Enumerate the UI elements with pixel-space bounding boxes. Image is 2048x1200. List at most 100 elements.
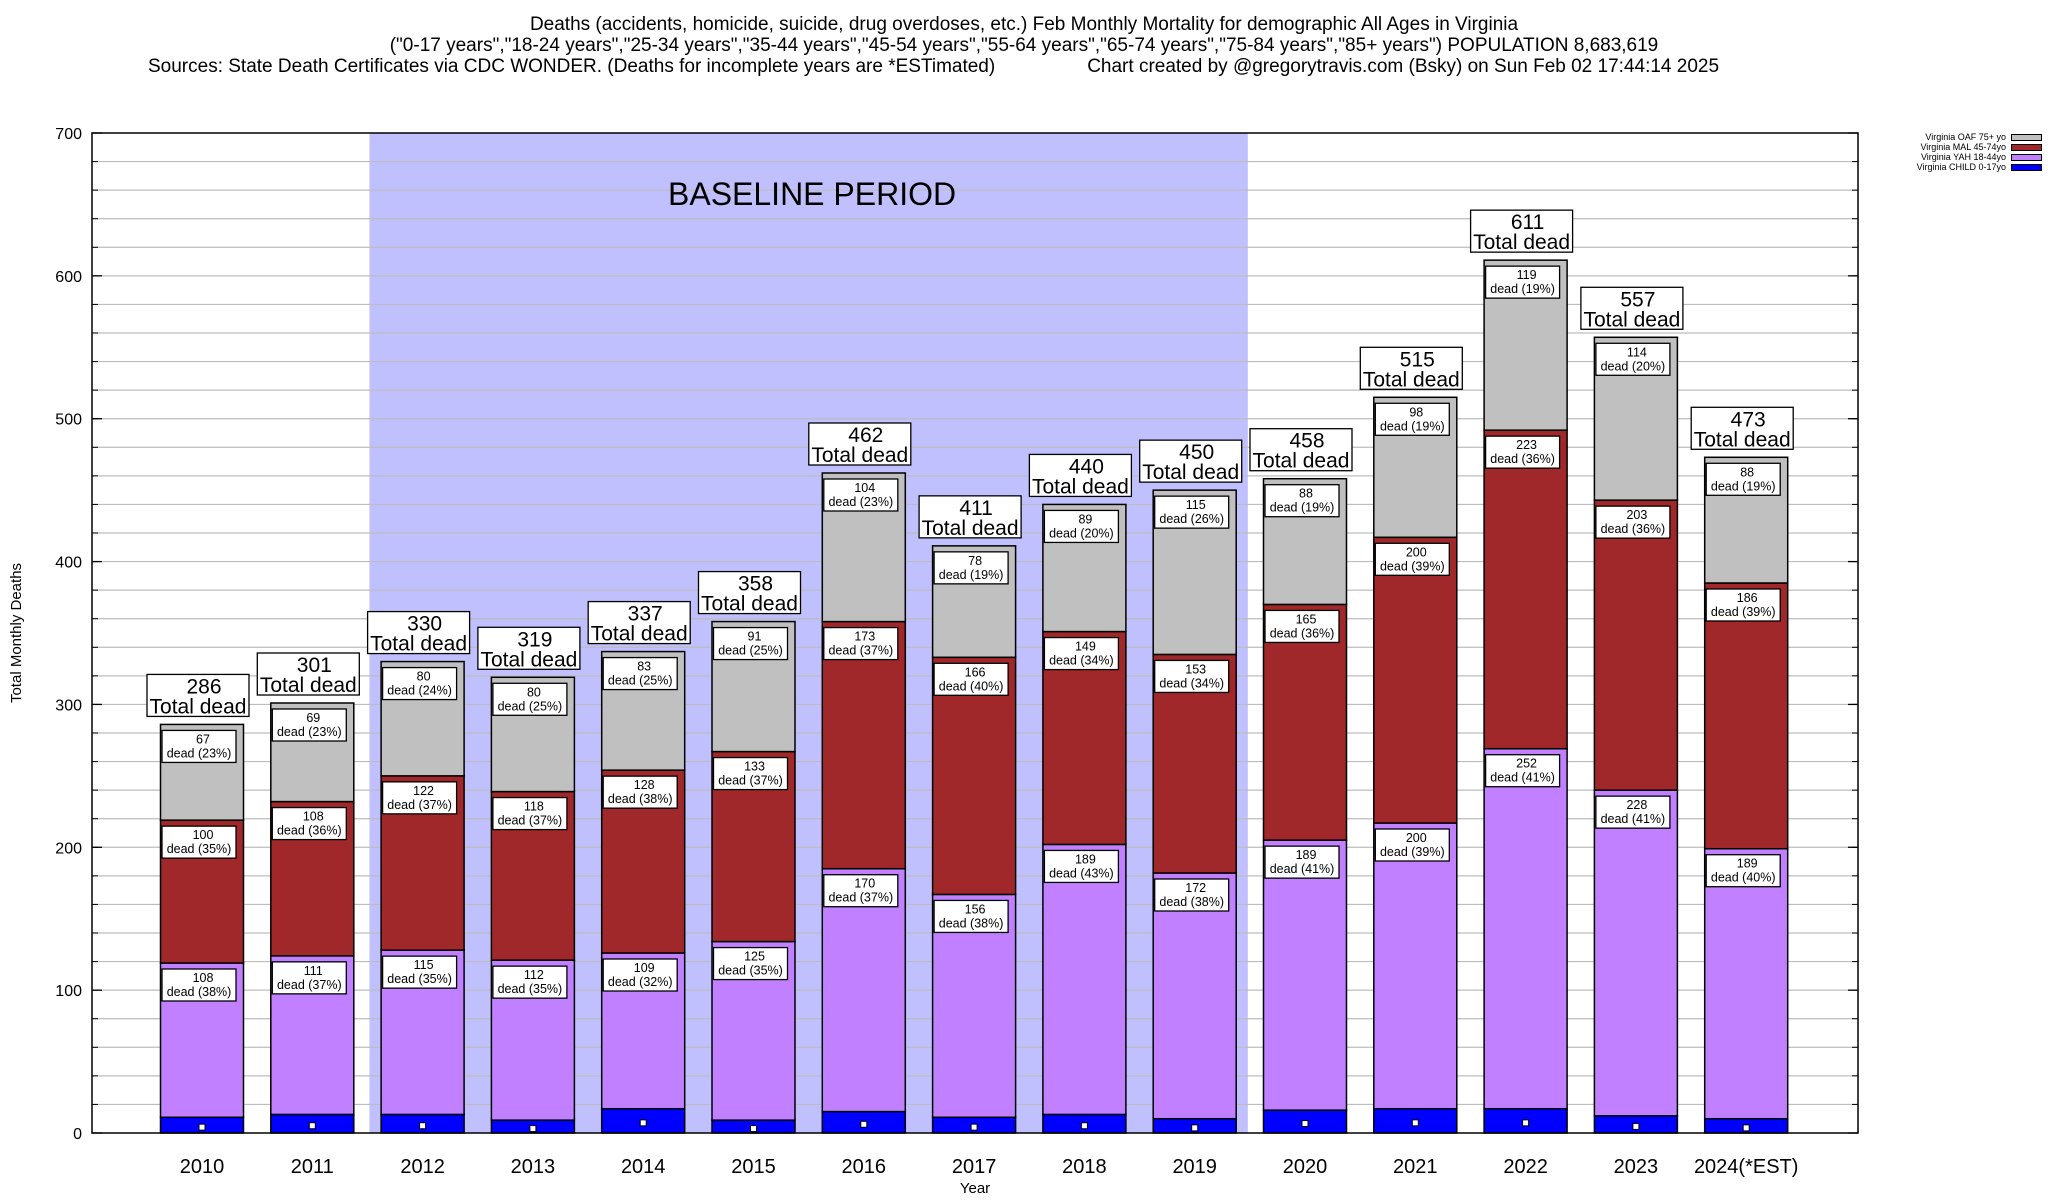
x-tick-label: 2020 [1283,1156,1328,1178]
segment-label-box [602,656,678,691]
segment-value: 172 [1185,881,1206,895]
segment-pct: dead (37%) [387,798,452,812]
segment-pct: dead (38%) [1159,895,1224,909]
segment-value: 69 [306,711,320,725]
segment-label-box [933,899,1009,934]
bar-stack [600,650,686,1134]
total-label-box [1139,439,1243,483]
segment-value: 108 [303,810,324,824]
total-label-box [1249,428,1353,472]
chart-subtitle: ("0-17 years","18-24 years","25-34 years… [389,35,1659,56]
segment-label-box [1484,435,1561,469]
total-value: 286 [186,675,221,698]
segment-label-box [1595,505,1671,539]
segment-pct: dead (32%) [608,975,673,989]
total-value: 319 [517,628,552,651]
segment-pct: dead (23%) [277,725,342,739]
segment-value: 186 [1737,591,1758,605]
segment-label-box [1154,495,1230,529]
total-suffix: Total dead [1473,231,1570,254]
total-suffix: Total dead [480,648,577,671]
total-value: 515 [1400,348,1435,371]
total-suffix: Total dead [811,444,908,467]
bar-segment-yah [1042,843,1127,1116]
total-suffix: Total dead [1253,450,1350,473]
total-suffix: Total dead [1583,308,1680,331]
total-label-box [1580,286,1684,330]
bar-segment-yah [1703,847,1789,1120]
total-suffix: Total dead [1694,428,1791,451]
total-value: 473 [1731,408,1766,431]
segment-label-box [271,708,347,742]
segment-label-box [712,626,789,661]
segment-label-box [712,756,789,791]
total-label-box [477,626,581,670]
segment-label-box [1595,342,1671,376]
x-tick-label: 2013 [511,1156,556,1178]
segment-value: 149 [1075,640,1096,654]
total-suffix: Total dead [1142,461,1239,484]
plot-frame [91,132,1859,1134]
child-marker [529,1125,537,1133]
segment-label-box [602,958,678,992]
child-marker [419,1122,427,1130]
x-tick-label: 2017 [952,1156,997,1178]
segment-pct: dead (36%) [277,824,342,838]
segment-pct: dead (24%) [387,684,452,698]
sources-text: Sources: State Death Certificates via CD… [148,56,996,77]
x-tick-label: 2015 [731,1156,776,1178]
x-tick-label: 2014 [621,1156,666,1178]
segment-pct: dead (34%) [1159,676,1224,690]
segment-label-box [823,626,899,661]
total-label-box [1028,453,1133,498]
bar-stack [1593,336,1679,1134]
bar-segment-yah [1373,822,1458,1110]
segment-label-box [1705,462,1781,496]
segment-pct: dead (19%) [1711,479,1776,493]
segment-pct: dead (23%) [828,495,893,509]
bar-segment-mal [1483,429,1568,750]
x-tick-label: 2018 [1062,1156,1107,1178]
total-value: 458 [1289,430,1324,453]
segment-value: 133 [744,760,765,774]
bar-segment-yah [1593,789,1679,1117]
total-value: 611 [1511,211,1544,234]
segment-label-box [381,666,458,701]
segment-label-box [1374,402,1450,436]
segment-label-box [1705,588,1781,622]
segment-pct: dead (26%) [1159,512,1224,526]
segment-value: 109 [634,961,655,975]
x-tick-label: 2012 [400,1156,445,1178]
segment-label-box [271,806,347,841]
segment-label-box [271,961,347,995]
axes-layer: 0 100 200 300 400 500 600 700 2010 2011 2012 2013 20… [55,126,1859,1178]
legend-swatch [2011,133,2042,141]
total-label-box [1359,346,1463,390]
segment-value: 165 [1296,612,1317,626]
segment-value: 78 [968,554,982,568]
segment-label-box [1374,828,1450,862]
segment-value: 98 [1409,405,1423,419]
segment-pct: dead (38%) [608,792,673,806]
segment-label-box [492,796,568,831]
bar-stack [931,545,1017,1134]
segment-value: 119 [1517,268,1537,282]
segment-label-box [1705,854,1781,888]
